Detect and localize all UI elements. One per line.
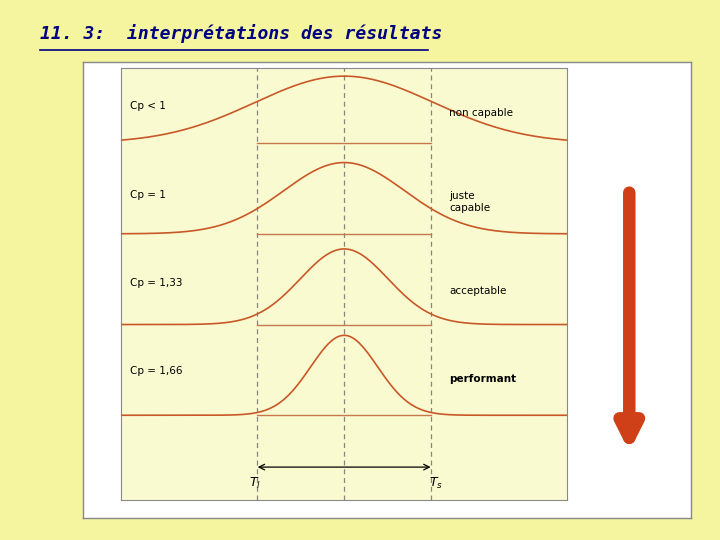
Text: Cp < 1: Cp < 1 [130,102,166,111]
Text: Cp = 1,66: Cp = 1,66 [130,366,182,376]
Text: acceptable: acceptable [449,286,506,295]
Text: juste
capable: juste capable [449,191,490,213]
Text: $T_s$: $T_s$ [428,476,443,491]
Text: performant: performant [449,374,516,384]
Text: Cp = 1: Cp = 1 [130,190,166,200]
Text: non capable: non capable [449,108,513,118]
Text: Cp = 1,33: Cp = 1,33 [130,278,182,288]
Text: 11. 3:  interprétations des résultats: 11. 3: interprétations des résultats [40,24,442,43]
Text: $T_l$: $T_l$ [249,476,261,491]
